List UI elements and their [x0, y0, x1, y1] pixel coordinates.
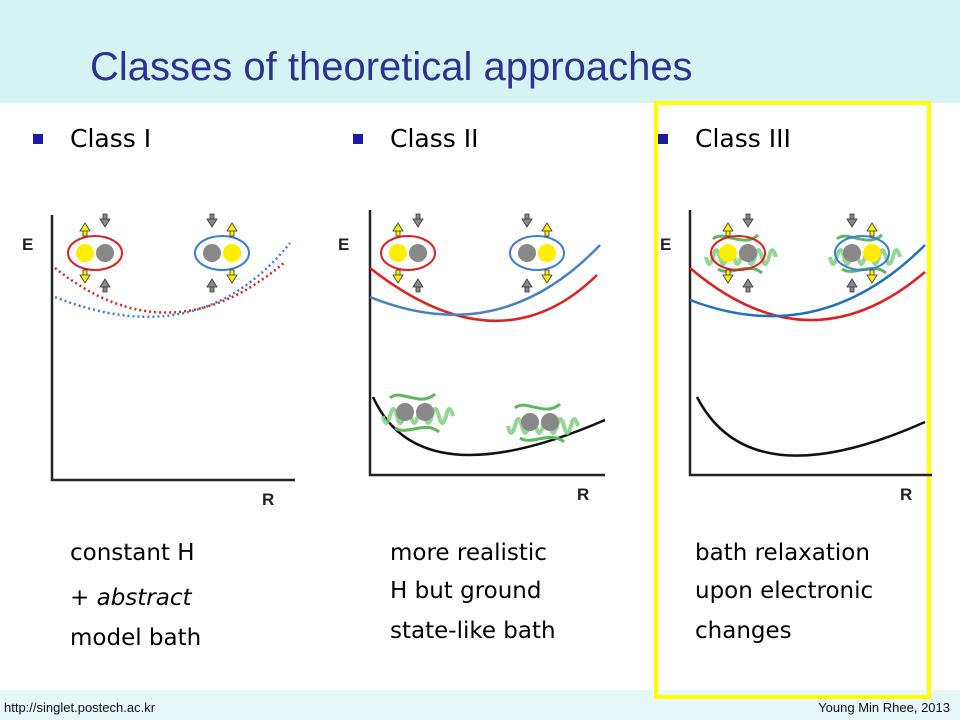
- highlight-box: [654, 101, 931, 699]
- curve: [54, 261, 286, 314]
- caption-part: +: [70, 585, 89, 611]
- arrow-icon: [846, 278, 858, 293]
- particle: [389, 244, 407, 262]
- particle: [416, 403, 434, 421]
- caption: H but ground: [390, 578, 542, 604]
- state-ellipse: [710, 235, 766, 271]
- arrow-icon: [866, 222, 878, 237]
- particle: [739, 244, 757, 262]
- particle: [538, 244, 556, 262]
- caption: changes: [695, 618, 792, 644]
- curve: [689, 244, 926, 318]
- heading: Class I: [70, 124, 151, 153]
- axis-label-x: R: [900, 485, 912, 504]
- particle: [96, 244, 114, 262]
- particle: [223, 244, 241, 262]
- particle: [541, 413, 559, 431]
- arrow-icon: [541, 222, 553, 237]
- state-ellipse: [380, 235, 436, 271]
- caption: state-like bath: [390, 618, 556, 644]
- caption: model bath: [70, 625, 201, 651]
- arrow-icon: [226, 269, 238, 284]
- arrow-icon: [412, 278, 424, 293]
- caption: constant H: [70, 540, 195, 566]
- arrow-icon: [722, 269, 734, 284]
- protein: [513, 402, 565, 444]
- state-ellipse: [834, 235, 890, 271]
- arrow-icon: [226, 222, 238, 237]
- arrow-icon: [392, 269, 404, 284]
- arrow-icon: [521, 213, 533, 228]
- particle: [863, 244, 881, 262]
- arrow-icon: [79, 222, 91, 237]
- heading: Class III: [695, 124, 791, 153]
- arrow-icon: [412, 213, 424, 228]
- particle: [76, 244, 94, 262]
- arrow-icon: [742, 213, 754, 228]
- arrow-icon: [846, 213, 858, 228]
- arrow-icon: [722, 222, 734, 237]
- state-ellipse: [67, 235, 123, 271]
- curve: [695, 396, 926, 457]
- particle: [409, 244, 427, 262]
- title: Classes of theoretical approaches: [90, 45, 693, 89]
- bullet: [658, 134, 668, 144]
- footer-url: http://singlet.postech.ac.kr: [4, 700, 156, 715]
- arrow-icon: [79, 269, 91, 284]
- arrow-icon: [99, 278, 111, 293]
- caption: + abstract: [70, 585, 192, 611]
- particle: [203, 244, 221, 262]
- state-ellipse: [194, 235, 250, 271]
- heading: Class II: [390, 124, 478, 153]
- arrow-icon: [742, 278, 754, 293]
- arrow-icon: [206, 213, 218, 228]
- arrow-icon: [521, 278, 533, 293]
- particle: [843, 244, 861, 262]
- caption: upon electronic: [695, 578, 873, 604]
- protein: [388, 392, 440, 434]
- particle: [396, 403, 414, 421]
- axis: [50, 215, 295, 482]
- particle: [521, 413, 539, 431]
- arrow-icon: [866, 269, 878, 284]
- bullet: [353, 134, 363, 144]
- state-ellipse: [509, 235, 565, 271]
- curve: [369, 244, 601, 316]
- footer-author: Young Min Rhee, 2013: [818, 700, 950, 715]
- axis-label-y: E: [660, 235, 671, 254]
- axis-label-y: E: [338, 235, 349, 254]
- bullet: [33, 134, 43, 144]
- curve: [689, 267, 926, 322]
- title-bar: [0, 0, 960, 103]
- axis: [688, 210, 932, 477]
- particle: [719, 244, 737, 262]
- curve: [54, 242, 291, 319]
- caption: bath relaxation: [695, 540, 870, 566]
- caption-part: abstract: [97, 585, 193, 611]
- arrow-icon: [206, 278, 218, 293]
- arrow-icon: [541, 269, 553, 284]
- axis-label-y: E: [22, 235, 33, 254]
- particle: [518, 244, 536, 262]
- arrow-icon: [99, 213, 111, 228]
- axis-label-x: R: [577, 485, 589, 504]
- arrow-icon: [392, 222, 404, 237]
- axis-label-x: R: [262, 490, 274, 509]
- caption: more realistic: [390, 540, 547, 566]
- curve: [369, 267, 598, 323]
